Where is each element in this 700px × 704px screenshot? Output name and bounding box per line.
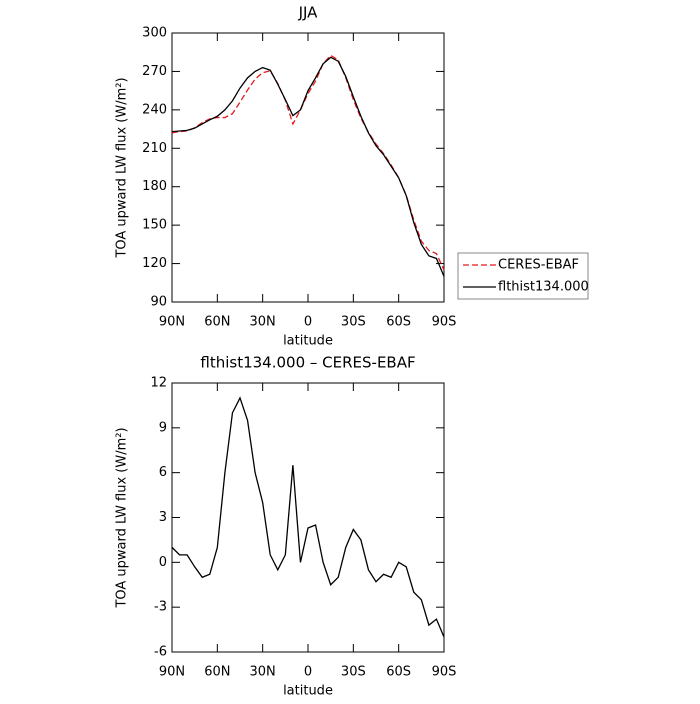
x-tick-label: 90N — [159, 665, 185, 680]
y-tick-label: 180 — [142, 179, 167, 194]
x-tick-label: 30S — [341, 665, 366, 680]
y-tick-label: 240 — [142, 102, 167, 117]
x-tick-label: 30N — [250, 665, 276, 680]
y-tick-label: 0 — [159, 555, 167, 570]
y-tick-label: -6 — [154, 645, 167, 660]
y-tick-label: -3 — [154, 600, 167, 615]
data-line — [171, 54, 445, 271]
x-axis-label: latitude — [283, 684, 333, 699]
x-tick-label: 60N — [204, 665, 230, 680]
x-tick-label: 90N — [159, 315, 185, 330]
y-tick-label: 210 — [142, 141, 167, 156]
x-tick-label: 30N — [250, 315, 276, 330]
y-tick-label: 3 — [159, 510, 167, 525]
y-tick-label: 120 — [142, 256, 167, 271]
y-axis-label: TOA upward LW flux (W/m²) — [115, 77, 130, 258]
x-tick-label: 0 — [304, 315, 312, 330]
y-tick-label: 150 — [142, 218, 167, 233]
y-tick-label: 300 — [142, 26, 167, 41]
x-tick-label: 90S — [432, 665, 457, 680]
x-tick-label: 60N — [204, 315, 230, 330]
plot-frame — [171, 382, 445, 653]
x-tick-label: 0 — [304, 665, 312, 680]
data-line — [171, 396, 445, 638]
x-tick-label: 60S — [386, 315, 411, 330]
x-axis-label: latitude — [283, 334, 333, 349]
legend-label: flthist134.000 — [498, 280, 589, 295]
plot-frame — [171, 32, 445, 303]
y-tick-label: 9 — [159, 420, 167, 435]
y-tick-label: 270 — [142, 64, 167, 79]
chart-title: JJA — [298, 4, 319, 22]
legend-label: CERES-EBAF — [498, 258, 579, 273]
x-tick-label: 30S — [341, 315, 366, 330]
x-tick-label: 90S — [432, 315, 457, 330]
data-line — [171, 56, 445, 277]
y-tick-label: 90 — [150, 295, 167, 310]
legend-box — [457, 252, 589, 300]
y-axis-label: TOA upward LW flux (W/m²) — [115, 427, 130, 608]
y-tick-label: 12 — [150, 376, 167, 391]
y-tick-label: 6 — [159, 465, 167, 480]
x-tick-label: 60S — [386, 665, 411, 680]
chart-title: flthist134.000 – CERES-EBAF — [200, 354, 415, 372]
